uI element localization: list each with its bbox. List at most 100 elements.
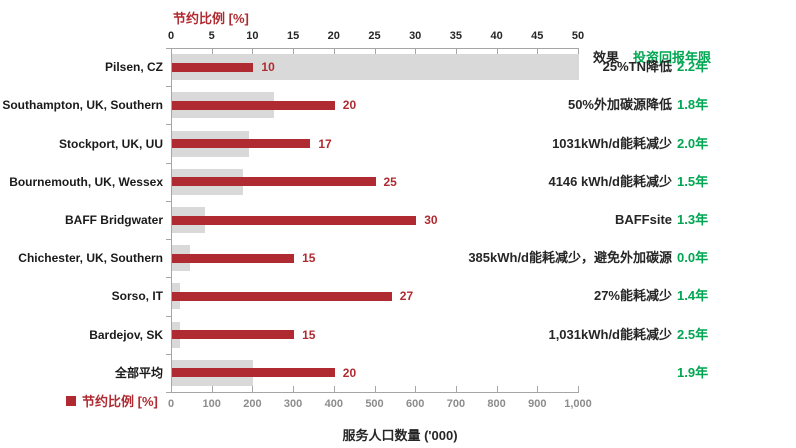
category-label: Bardejov, SK <box>89 327 163 342</box>
savings-value-label: 15 <box>302 251 316 266</box>
top-axis-tick-label: 50 <box>571 30 585 42</box>
category-label: 全部平均 <box>114 365 163 380</box>
top-axis-tick-mark <box>415 48 417 54</box>
left-axis-tick-mark <box>166 162 171 164</box>
top-axis-tick-label: 30 <box>409 30 422 42</box>
savings-bar <box>172 368 335 378</box>
top-axis-title: 节约比例 [%] <box>173 11 249 26</box>
bottom-axis-line <box>171 392 579 393</box>
payback-text: 1.5年 <box>677 173 709 189</box>
top-axis-tick-mark <box>252 48 254 54</box>
effect-column-header: 效果 <box>593 50 620 65</box>
bottom-axis-tick-label: 300 <box>283 398 303 410</box>
category-label: Bournemouth, UK, Wessex <box>9 174 163 189</box>
bottom-axis-tick-mark <box>252 386 254 392</box>
bottom-axis-tick-label: 500 <box>365 398 384 410</box>
savings-value-label: 15 <box>302 327 316 342</box>
effect-text: 385kWh/d能耗减少，避免外加碳源 <box>468 250 672 266</box>
left-axis-tick-mark <box>166 48 171 49</box>
bottom-axis-tick-mark <box>374 386 376 392</box>
effect-text: 1031kWh/d能耗减少 <box>552 135 672 151</box>
result-row: 1.9年 <box>420 364 720 382</box>
legend: 节约比例 [%] <box>66 391 158 410</box>
payback-text: 1.4年 <box>677 288 709 304</box>
results-panel: 效果 投资回报年限 25%TN降低 2.2年 50%外加碳源降低 1.8年 1031kW… <box>420 0 720 448</box>
bottom-axis-tick-mark <box>333 386 335 392</box>
category-label: Pilsen, CZ <box>104 60 163 75</box>
effect-text: BAFFsite <box>614 212 672 227</box>
legend-red-swatch-icon <box>66 395 76 406</box>
left-axis-tick-mark <box>166 353 171 355</box>
top-axis-tick-label: 0 <box>167 30 175 42</box>
savings-bar <box>172 330 295 340</box>
result-row: BAFFsite 1.3年 <box>420 211 720 229</box>
result-row: 50%外加碳源降低 1.8年 <box>420 96 720 114</box>
top-axis-tick-mark <box>374 48 376 54</box>
top-axis-tick-mark <box>578 48 579 54</box>
result-row: 1031kWh/d能耗减少 2.0年 <box>420 135 720 153</box>
top-axis-tick-mark <box>171 48 172 54</box>
bottom-axis-tick-label: 900 <box>528 398 547 410</box>
top-axis-tick-mark <box>293 48 295 54</box>
left-axis-tick-mark <box>166 277 171 279</box>
bottom-axis-tick-label: 800 <box>487 398 506 410</box>
effect-text: 27%能耗减少 <box>593 288 672 304</box>
legend-label: 节约比例 [%] <box>82 394 158 409</box>
left-axis-tick-mark <box>166 315 171 317</box>
effect-text: 4146 kWh/d能耗减少 <box>548 173 672 189</box>
result-row: 4146 kWh/d能耗减少 1.5年 <box>420 173 720 191</box>
payback-text: 1.3年 <box>677 212 709 227</box>
savings-bar <box>172 253 295 263</box>
bottom-axis-tick-mark <box>537 386 539 392</box>
bottom-axis-tick-mark <box>211 386 213 392</box>
savings-bar <box>172 100 335 110</box>
savings-bar <box>172 215 417 225</box>
result-row: 1,031kWh/d能耗减少 2.5年 <box>420 326 720 344</box>
top-axis-tick-label: 15 <box>286 30 300 42</box>
left-axis-tick-mark <box>166 200 171 202</box>
bottom-axis-tick-mark <box>293 386 295 392</box>
bottom-axis-tick-mark <box>455 386 457 392</box>
savings-bar <box>172 139 311 149</box>
bottom-axis-tick-mark <box>415 386 417 392</box>
savings-value-label: 27 <box>399 289 414 304</box>
effect-text: 50%外加碳源降低 <box>567 97 672 113</box>
savings-value-label: 20 <box>342 98 357 113</box>
result-row: 25%TN降低 2.2年 <box>420 58 720 76</box>
result-row: 27%能耗减少 1.4年 <box>420 287 720 305</box>
payback-text: 2.0年 <box>677 135 709 151</box>
bottom-axis-tick-label: 200 <box>243 398 262 410</box>
payback-column-header: 投资回报年限 <box>633 50 712 65</box>
top-axis-tick-label: 5 <box>208 30 215 42</box>
savings-bar <box>172 177 376 187</box>
bottom-axis-tick-mark <box>578 386 579 392</box>
savings-value-label: 10 <box>261 60 275 75</box>
savings-value-label: 20 <box>342 365 357 380</box>
bottom-axis-tick-label: 600 <box>406 398 425 410</box>
bottom-axis-tick-label: 700 <box>446 398 466 410</box>
result-row: 385kWh/d能耗减少，避免外加碳源 0.0年 <box>420 249 720 267</box>
bottom-axis-title: 服务人口数量 ('000) <box>342 428 458 443</box>
payback-text: 0.0年 <box>677 250 709 266</box>
payback-text: 1.9年 <box>677 364 709 380</box>
bottom-axis-tick-mark <box>171 386 172 392</box>
bottom-axis-tick-label: 0 <box>167 398 175 410</box>
left-axis-tick-mark <box>166 392 171 393</box>
effect-text: 1,031kWh/d能耗减少 <box>548 326 672 342</box>
payback-text: 2.2年 <box>677 59 709 75</box>
effect-text: 25%TN降低 <box>602 59 672 75</box>
payback-text: 1.8年 <box>677 97 709 113</box>
top-axis-tick-label: 20 <box>327 30 340 42</box>
left-axis-line <box>171 48 172 393</box>
top-axis-tick-label: 10 <box>246 30 259 42</box>
top-axis-tick-mark <box>496 48 498 54</box>
bottom-axis-tick-mark <box>496 386 498 392</box>
bottom-axis-tick-label: 400 <box>324 398 343 410</box>
top-axis-tick-mark <box>455 48 457 54</box>
left-axis-tick-mark <box>166 86 171 88</box>
category-label: Sorso, IT <box>111 289 163 304</box>
left-axis-tick-mark <box>166 239 171 241</box>
category-label: Stockport, UK, UU <box>58 136 163 151</box>
savings-value-label: 17 <box>318 136 332 151</box>
